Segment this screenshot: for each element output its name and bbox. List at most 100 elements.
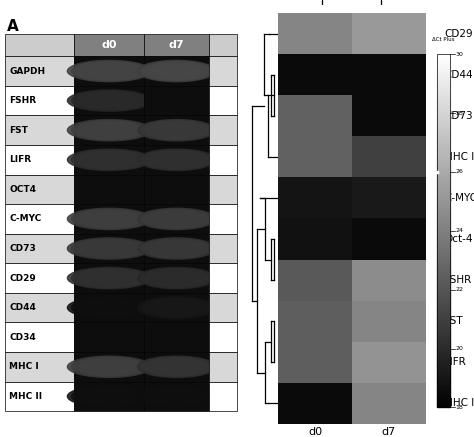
- Ellipse shape: [148, 359, 204, 375]
- Bar: [437, 208, 449, 210]
- Bar: [437, 197, 449, 199]
- Bar: [437, 231, 449, 232]
- Bar: [437, 137, 449, 139]
- Bar: [437, 116, 449, 118]
- Bar: [437, 268, 449, 270]
- Bar: [437, 229, 449, 231]
- Bar: [437, 286, 449, 288]
- Bar: [437, 288, 449, 289]
- Bar: [437, 374, 449, 376]
- Bar: [209, 352, 237, 382]
- Ellipse shape: [67, 238, 151, 259]
- Bar: [437, 353, 449, 354]
- Bar: [437, 302, 449, 303]
- Bar: [437, 247, 449, 249]
- Ellipse shape: [83, 212, 135, 225]
- Bar: [437, 316, 449, 317]
- Bar: [437, 337, 449, 339]
- Ellipse shape: [67, 60, 151, 82]
- Ellipse shape: [79, 359, 139, 375]
- Bar: [5, 382, 74, 411]
- Bar: [437, 392, 449, 393]
- Bar: [74, 56, 144, 86]
- Ellipse shape: [148, 300, 204, 315]
- Bar: [437, 102, 449, 104]
- Ellipse shape: [83, 360, 135, 374]
- Bar: [437, 139, 449, 141]
- Bar: [437, 56, 449, 58]
- Bar: [437, 333, 449, 335]
- Text: 22: 22: [456, 287, 464, 292]
- Ellipse shape: [75, 92, 143, 109]
- Bar: [437, 195, 449, 197]
- Ellipse shape: [152, 301, 201, 314]
- Bar: [437, 111, 449, 112]
- Bar: [437, 218, 449, 220]
- Ellipse shape: [141, 268, 212, 288]
- Bar: [209, 382, 237, 411]
- Bar: [437, 88, 449, 90]
- Ellipse shape: [67, 267, 151, 289]
- Bar: [144, 34, 209, 56]
- Bar: [437, 160, 449, 162]
- Bar: [437, 346, 449, 347]
- Bar: [437, 112, 449, 114]
- Ellipse shape: [83, 390, 135, 403]
- Ellipse shape: [67, 386, 151, 407]
- Bar: [437, 68, 449, 70]
- Bar: [437, 381, 449, 383]
- Bar: [437, 222, 449, 224]
- Bar: [437, 212, 449, 213]
- Bar: [437, 328, 449, 330]
- Bar: [437, 141, 449, 142]
- Bar: [437, 349, 449, 351]
- Text: MHC I: MHC I: [9, 362, 39, 371]
- Bar: [209, 56, 237, 86]
- Bar: [437, 249, 449, 250]
- Ellipse shape: [71, 387, 147, 406]
- Ellipse shape: [145, 299, 208, 316]
- Ellipse shape: [141, 357, 212, 376]
- Ellipse shape: [141, 209, 212, 229]
- Bar: [437, 227, 449, 229]
- Bar: [437, 379, 449, 381]
- Text: CD73: CD73: [444, 111, 473, 121]
- Text: 24: 24: [456, 228, 464, 233]
- Bar: [437, 199, 449, 201]
- Ellipse shape: [79, 271, 139, 286]
- Bar: [437, 250, 449, 252]
- Bar: [437, 183, 449, 185]
- Bar: [74, 293, 144, 323]
- Ellipse shape: [71, 61, 147, 81]
- Ellipse shape: [145, 388, 208, 405]
- Bar: [437, 317, 449, 319]
- Bar: [209, 174, 237, 204]
- Ellipse shape: [141, 121, 212, 140]
- Bar: [437, 201, 449, 203]
- Bar: [437, 360, 449, 361]
- Ellipse shape: [145, 270, 208, 287]
- Bar: [437, 125, 449, 127]
- Bar: [437, 73, 449, 76]
- Bar: [209, 323, 237, 352]
- Text: MHC I: MHC I: [444, 152, 474, 162]
- Bar: [437, 383, 449, 385]
- Bar: [437, 282, 449, 284]
- Bar: [5, 56, 74, 86]
- Bar: [209, 86, 237, 115]
- Text: d7: d7: [169, 40, 184, 50]
- Bar: [437, 86, 449, 88]
- Bar: [74, 382, 144, 411]
- Ellipse shape: [148, 122, 204, 138]
- Bar: [437, 83, 449, 84]
- Bar: [437, 261, 449, 263]
- Bar: [437, 176, 449, 178]
- Bar: [437, 148, 449, 149]
- Bar: [437, 393, 449, 395]
- Bar: [437, 243, 449, 245]
- Bar: [437, 215, 449, 217]
- Bar: [5, 352, 74, 382]
- Bar: [437, 367, 449, 368]
- Bar: [144, 382, 209, 411]
- Bar: [437, 76, 449, 77]
